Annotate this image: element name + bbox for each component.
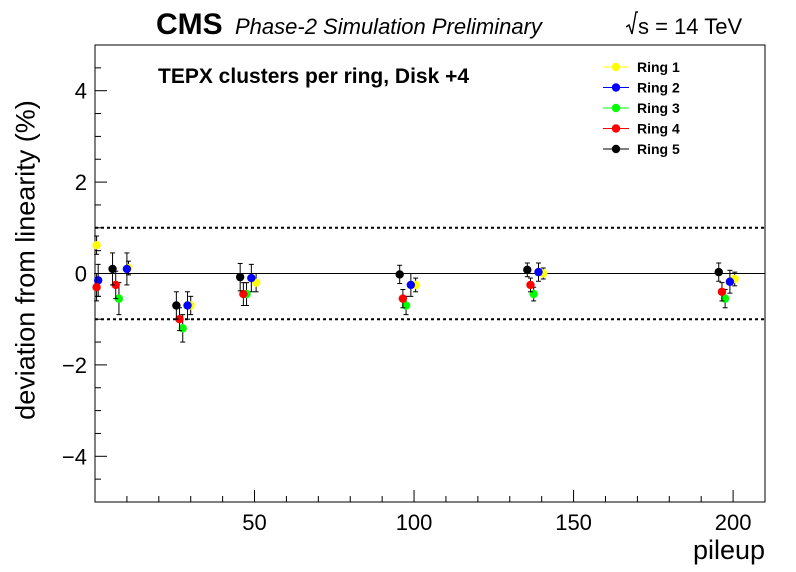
y-axis-label: deviation from linearity (%) [10,100,41,420]
y-tick-label: 4 [75,79,87,104]
x-tick-label: 50 [242,510,266,535]
reference-lines [95,226,765,321]
legend-marker [611,83,621,92]
legend-marker [611,124,621,133]
x-tick-label: 150 [555,510,592,535]
energy-label: s = 14 TeV [638,14,743,39]
legend-label: Ring 4 [637,121,680,137]
data-point [111,280,120,290]
data-point [114,294,124,303]
y-tick-label: −2 [62,353,87,378]
data-point [714,267,723,277]
data-point [92,240,101,250]
plot-frame-layer: 50 100 150 200 −4 −2 0 2 4 [62,44,766,535]
data-point [398,294,408,303]
data-point [406,280,416,290]
data-point [172,301,181,310]
legend: Ring 1 Ring 2 Ring 3 Ring 4 Ring 5 [603,59,680,157]
data-point [239,289,248,299]
x-tick-label: 200 [715,510,752,535]
y-tick-label: 2 [75,170,87,195]
legend-marker [611,103,621,113]
data-point [526,280,535,290]
series-ring-2 [93,252,735,320]
data-point [122,264,132,274]
data-points-layer [92,235,739,343]
data-point [175,315,184,324]
x-tick-label: 100 [396,510,433,535]
series-ring-5 [108,252,723,320]
data-point [247,273,256,283]
legend-marker [611,62,621,72]
data-point [235,272,245,282]
data-point [523,265,532,275]
data-point [108,264,117,274]
data-point [717,287,727,296]
legend-label: Ring 5 [637,141,680,157]
subtitle-label: Phase-2 Simulation Preliminary [235,14,542,39]
legend-label: Ring 3 [637,100,680,116]
chart-title: TEPX clusters per ring, Disk +4 [158,65,470,88]
legend-label: Ring 1 [637,59,680,75]
y-tick-label: 0 [75,262,87,287]
data-point [395,270,404,279]
y-tick-label: −4 [62,444,87,469]
legend-marker [611,144,621,154]
data-point [92,283,101,292]
data-point [93,276,103,285]
series-ring-3 [114,282,730,343]
series-ring-4 [92,270,727,332]
legend-label: Ring 2 [637,80,680,96]
experiment-label: CMS [156,8,223,41]
data-point [725,277,735,286]
data-point [183,301,192,310]
data-point [534,267,543,277]
x-axis-label: pileup [692,535,765,565]
sqrt-symbol-icon [626,11,638,35]
